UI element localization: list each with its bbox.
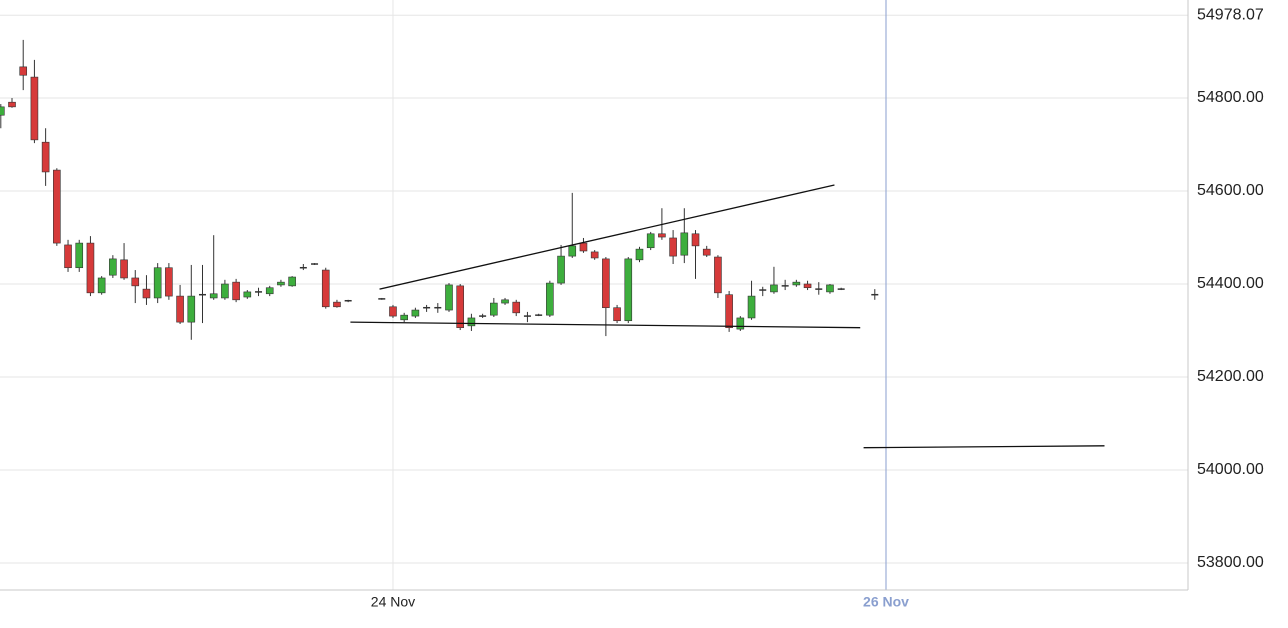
candle-body [176, 295, 184, 323]
candle-body [535, 314, 543, 316]
grid [0, 0, 1188, 590]
candle-body [512, 301, 521, 314]
candle-body [590, 251, 599, 259]
candle-body [333, 301, 341, 308]
candle-body [467, 317, 476, 327]
y-tick-label: 54200.00 [1197, 368, 1264, 385]
candle-body [624, 258, 633, 322]
candle-body [479, 315, 487, 317]
y-tick-label: 54000.00 [1197, 461, 1264, 478]
candle-body [344, 299, 352, 302]
candle-body [714, 256, 722, 294]
candle-body [8, 101, 16, 108]
candle-body [109, 258, 117, 276]
candle-body [680, 232, 689, 256]
candle-body [400, 314, 408, 321]
candle-body [445, 284, 453, 311]
candle-body [501, 299, 509, 304]
candle-body [691, 233, 700, 247]
candle-body [311, 263, 319, 265]
trendline [379, 184, 835, 290]
candle-body [658, 233, 666, 238]
candle-body [792, 281, 801, 286]
candle-body [187, 295, 196, 323]
candle-body [523, 315, 531, 317]
candle-body [277, 281, 285, 286]
candle-body [64, 244, 72, 269]
candle-body [288, 276, 296, 287]
trendline [863, 445, 1105, 449]
marks [0, 39, 1105, 449]
candle-body [635, 248, 644, 261]
candle-body [546, 282, 554, 316]
y-tick-label: 54600.00 [1197, 182, 1264, 199]
candle-body [613, 307, 621, 322]
candle-body [803, 283, 812, 289]
candle-body [299, 266, 307, 269]
candle-body [871, 293, 879, 296]
candle-body [265, 287, 274, 295]
candle-body [736, 317, 745, 330]
candle-body [837, 288, 845, 290]
candle-body [815, 288, 823, 290]
candle-body [759, 289, 767, 291]
candle-body [30, 76, 39, 141]
candle-body [255, 291, 263, 293]
candle-body [434, 306, 442, 309]
candle-body [232, 281, 240, 301]
candle-body [209, 293, 218, 299]
candle-body [321, 269, 330, 308]
candle-body [142, 288, 151, 299]
candle-body [19, 66, 28, 76]
x-tick-label: 26 Nov [863, 594, 909, 610]
candle-body [153, 267, 162, 299]
candle-body [411, 309, 420, 317]
candle-body [669, 237, 677, 257]
trendline [350, 321, 861, 329]
x-tick-label: 24 Nov [371, 594, 415, 610]
candle-body [579, 242, 588, 252]
candle-body [378, 298, 386, 300]
y-tick-label: 53800.00 [1197, 554, 1264, 571]
candle-body [725, 294, 733, 329]
candle-body [75, 242, 84, 269]
candle-body [770, 284, 778, 293]
candle-body [221, 283, 229, 299]
candle-body [0, 106, 5, 116]
candle-body [131, 277, 140, 287]
y-tick-label: 54800.00 [1197, 89, 1264, 106]
candle-body [781, 285, 789, 287]
y-tick-label: 54978.07 [1197, 6, 1264, 23]
candle-body [557, 255, 565, 284]
candle-body [389, 306, 397, 317]
candle-body [86, 242, 95, 294]
candle-body [646, 233, 655, 249]
candle-body [747, 295, 756, 319]
candle-body [198, 293, 206, 296]
candle-body [243, 291, 252, 298]
candle-body [456, 285, 465, 329]
candle-body [41, 141, 50, 173]
candle-body [423, 306, 431, 309]
candle-body [120, 259, 128, 279]
candle-body [97, 277, 106, 294]
y-tick-label: 54400.00 [1197, 275, 1264, 292]
candle-body [568, 245, 577, 257]
candle-body [826, 284, 834, 293]
candle-body [165, 267, 173, 297]
candle-body [702, 248, 711, 256]
candle-body [490, 302, 498, 316]
candle-body [53, 169, 61, 244]
candle-body [602, 258, 610, 309]
